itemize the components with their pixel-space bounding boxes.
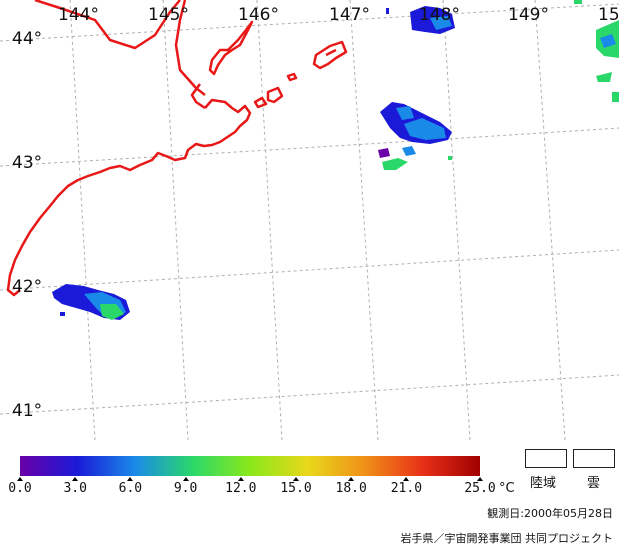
colorbar-tick-label: 6.0 [118,481,143,496]
lon-label-148: 148° [419,5,460,25]
colorbar-tick-label: 3.0 [63,481,87,496]
lat-label-42: 42° [12,277,42,297]
colorbar-tick [403,477,410,481]
colorbar-tick-label: 9.0 [173,481,198,496]
colorbar-tick [477,477,483,481]
colorbar-tick [293,477,299,481]
lon-label-150: 15 [598,5,619,25]
lon-label-144: 144° [58,5,99,25]
colorbar-tick [17,477,23,481]
observation-date: 観測日:2000年05月28日 [487,507,613,520]
lon-label-145: 145° [148,5,189,25]
lon-label-149: 149° [508,5,549,25]
colorbar-tick-label: 0.0 [8,481,32,496]
lon-label-146: 146° [238,5,279,25]
colorbar-tick-label: 12.0 [225,481,257,496]
meridian-grid [69,0,566,440]
colorbar-tick-label: 25.0 [464,481,496,496]
land-legend-label: 陸域 [530,476,557,491]
colorbar-unit: °C [499,481,515,496]
colorbar-tick-label: 15.0 [280,481,312,496]
credit-line: 岩手県／宇宙開発事業団 共同プロジェクト [400,532,614,545]
coastline [6,0,348,297]
sst-patch-east-edge [574,0,619,102]
colorbar-tick [348,477,355,481]
sst-patch-southwest [52,284,130,320]
lat-label-43: 43° [12,153,42,173]
colorbar-tick [237,477,244,481]
sst-patch-northeast [386,6,455,34]
latitude-labels: 44° 43° 42° 41° [12,29,42,421]
parallel-grid [0,3,619,415]
cloud-legend-label: 雲 [587,476,601,491]
sst-patch-central [378,102,452,170]
colorbar-tick-label: 21.0 [390,481,423,496]
cloud-legend-swatch [573,449,615,468]
colorbar-tick [72,477,79,481]
colorbar-tick [182,477,189,481]
lat-label-44: 44° [12,29,42,49]
lat-label-41: 41° [12,401,42,421]
longitude-labels: 144° 145° 146° 147° 148° 149° 15 [58,5,619,25]
colorbar-tick [127,477,134,481]
lon-label-147: 147° [329,5,370,25]
temperature-colorbar [20,456,480,476]
sea-surface-temperature-map: 144° 145° 146° 147° 148° 149° 15 44° 43°… [0,0,619,440]
colorbar-tick-label: 18.0 [335,481,367,496]
land-legend-swatch [525,449,567,468]
